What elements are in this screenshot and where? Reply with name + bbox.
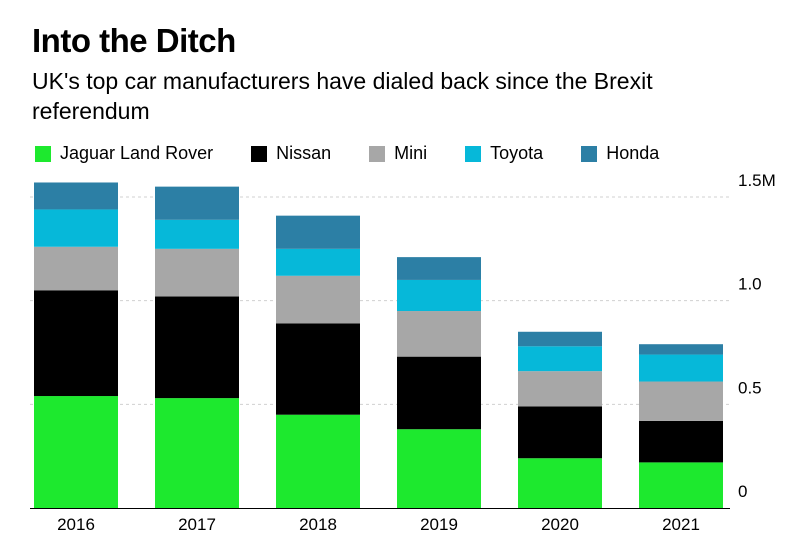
y-tick-label: 1.5M (738, 171, 776, 190)
legend-label: Mini (394, 143, 428, 163)
bar-segment-mini-2018 (276, 275, 360, 324)
bar-segment-toyota-2019 (397, 279, 481, 312)
x-tick-label: 2017 (178, 515, 216, 534)
legend-swatch (581, 145, 598, 162)
bar-segment-toyota-2016 (34, 209, 118, 247)
bar-segment-mini-2020 (518, 371, 602, 407)
x-tick-label: 2021 (662, 515, 700, 534)
bar-segment-jaguar-land-rover-2020 (518, 458, 602, 508)
chart-subtitle: UK's top car manufacturers have dialed b… (32, 68, 653, 124)
x-tick-label: 2020 (541, 515, 579, 534)
legend-item-nissan: Nissan (251, 143, 331, 164)
bar-segment-jaguar-land-rover-2019 (397, 429, 481, 508)
x-tick-label: 2019 (420, 515, 458, 534)
legend-swatch (465, 145, 482, 162)
legend-swatch (35, 145, 51, 162)
y-tick-label: 1.0 (738, 275, 762, 294)
bar-segment-mini-2019 (397, 311, 481, 357)
bar-segment-jaguar-land-rover-2017 (155, 398, 239, 508)
legend-item-jaguar-land-rover: Jaguar Land Rover (35, 143, 213, 164)
bar-segment-toyota-2018 (276, 248, 360, 276)
bar-segment-nissan-2017 (155, 296, 239, 399)
bar-segment-toyota-2020 (518, 346, 602, 372)
legend: Jaguar Land Rover Nissan Mini Toyota Hon… (35, 143, 659, 164)
legend-swatch (369, 145, 386, 162)
bar-segment-mini-2016 (34, 246, 118, 291)
bar-segment-honda-2016 (34, 182, 118, 210)
bar-segment-toyota-2021 (639, 354, 723, 382)
legend-label: Jaguar Land Rover (60, 143, 214, 163)
bar-segment-jaguar-land-rover-2021 (639, 462, 723, 508)
y-tick-label: 0.5 (738, 378, 762, 397)
bar-segment-mini-2017 (155, 248, 239, 297)
bar-segment-nissan-2019 (397, 356, 481, 430)
x-tick-label: 2016 (57, 515, 95, 534)
bar-segment-jaguar-land-rover-2016 (34, 396, 118, 508)
chart-title: Into the Ditch (32, 22, 236, 59)
bar-segment-honda-2021 (639, 344, 723, 355)
bar-segment-nissan-2018 (276, 323, 360, 415)
bar-segment-nissan-2016 (34, 290, 118, 397)
bar-segment-nissan-2021 (639, 420, 723, 463)
legend-swatch (251, 145, 268, 162)
bar-segment-honda-2020 (518, 331, 602, 347)
legend-label: Nissan (276, 143, 332, 163)
legend-label: Honda (606, 143, 660, 163)
bar-segment-honda-2018 (276, 215, 360, 249)
x-tick-label: 2018 (299, 515, 337, 534)
y-tick-label: 0 (738, 482, 747, 501)
legend-item-toyota: Toyota (465, 143, 543, 164)
bar-segment-jaguar-land-rover-2018 (276, 414, 360, 508)
bar-segment-honda-2017 (155, 186, 239, 220)
bar-segment-honda-2019 (397, 257, 481, 280)
legend-item-honda: Honda (581, 143, 659, 164)
legend-label: Toyota (490, 143, 544, 163)
bar-segment-toyota-2017 (155, 219, 239, 249)
legend-item-mini: Mini (369, 143, 427, 164)
bar-segment-mini-2021 (639, 381, 723, 421)
bar-segment-nissan-2020 (518, 406, 602, 459)
